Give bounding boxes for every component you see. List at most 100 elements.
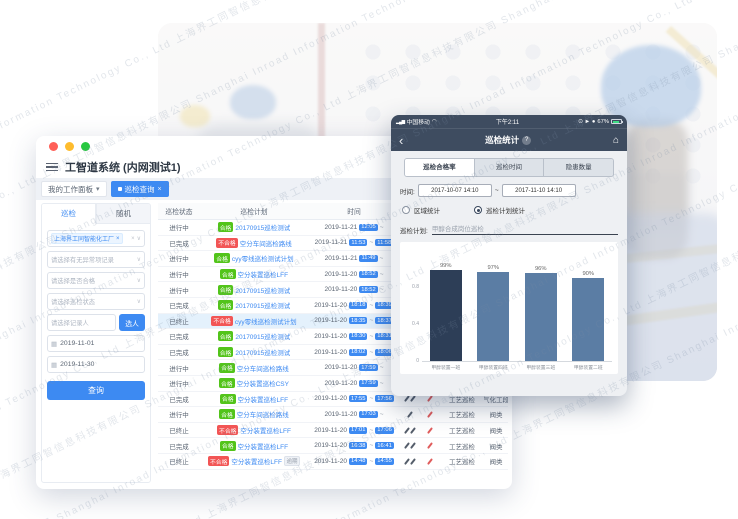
- close-traffic-light[interactable]: [49, 141, 58, 151]
- recorder-row: 请选择记录人 选人: [47, 314, 145, 331]
- signature-icon[interactable]: [427, 442, 433, 449]
- plan-link[interactable]: 空分车间巡检路线: [236, 365, 289, 373]
- plan-value-input[interactable]: 甲醇合成岗位巡检: [431, 223, 618, 235]
- table-row[interactable]: 已完成 合格 空分装置巡检LFF 2019-11-20 17:55 ~17:56 工艺巡检气…: [158, 392, 508, 408]
- sign-cell: [420, 411, 440, 418]
- signature-icon[interactable]: [427, 426, 433, 434]
- plan-link[interactable]: 20170915巡检测试: [235, 287, 291, 295]
- pencil-icon[interactable]: [410, 442, 416, 449]
- result-badge: 不合格: [217, 425, 239, 436]
- factory-multiselect[interactable]: 上海界工同智能化工厂 × × ∨: [47, 230, 145, 247]
- column-header: 巡检计划: [240, 209, 268, 216]
- plan-link[interactable]: 20170915巡检测试: [235, 303, 291, 311]
- search-button[interactable]: 查询: [47, 381, 145, 400]
- tilde-separator: ~: [369, 348, 374, 356]
- area-cell: 阀类: [489, 443, 503, 451]
- result-badge: 合格: [214, 253, 230, 264]
- plan-link[interactable]: 空分装置巡检LFF: [237, 443, 289, 451]
- table-row[interactable]: 已完成 合格 20170915巡检测试 2019-11-20 18:30 ~18:31: [158, 329, 508, 345]
- pencil-icon[interactable]: [404, 457, 410, 465]
- date-from-value: 2019-11-01: [60, 340, 95, 347]
- plan-link[interactable]: 空分装置巡检LFF: [237, 272, 289, 280]
- table-row[interactable]: 已终止 不合格 空分装置巡检LFF 逾期 2019-11-20 14:48 ~14:55 工艺…: [158, 454, 508, 470]
- filter-select-2[interactable]: 请选择巡检状态 ∨: [47, 293, 145, 310]
- signature-icon[interactable]: [427, 395, 433, 403]
- minimize-traffic-light[interactable]: [65, 141, 74, 151]
- plan-link[interactable]: cyy零线巡检测试计划: [231, 256, 294, 264]
- pencil-icon[interactable]: [404, 395, 410, 403]
- table-row[interactable]: 进行中 合格 空分装置巡检LFF 2019-11-20 18:52 ~: [158, 267, 508, 283]
- table-row[interactable]: 已完成 合格 20170915巡检测试 2019-11-20 18:18 ~18:39: [158, 298, 508, 314]
- x-tick-label: 甲醇装置四班: [478, 366, 508, 371]
- sidebar-tab-随机[interactable]: 随机: [96, 204, 150, 224]
- tilde-separator: ~: [379, 254, 384, 262]
- plan-link[interactable]: 空分装置巡检LFF: [237, 396, 289, 404]
- area-cell: 气化工段: [484, 396, 508, 404]
- filter-select-1[interactable]: 请选择是否合格 ∨: [47, 272, 145, 289]
- tilde-separator: ~: [379, 270, 384, 278]
- table-row[interactable]: 已完成 合格 空分装置巡检LFF 2019-11-20 16:38 ~16:41 工艺巡检阀…: [158, 438, 508, 454]
- pencil-icon[interactable]: [407, 411, 413, 418]
- plan-link[interactable]: 空分车间巡检路线: [239, 240, 292, 248]
- maximize-traffic-light[interactable]: [81, 141, 90, 151]
- pencil-icon[interactable]: [410, 457, 416, 465]
- back-icon[interactable]: ‹: [399, 132, 404, 148]
- table-row[interactable]: 进行中 合格 空分车间巡检路线 2019-11-20 17:03 ~ 工艺巡检 阀类: [158, 407, 508, 423]
- time-to-input[interactable]: 2017-11-10 14:10: [501, 184, 576, 197]
- menu-icon[interactable]: [46, 161, 58, 174]
- date-text: 2019-11-20: [324, 410, 358, 418]
- plan-link[interactable]: 空分车间巡检路线: [236, 412, 289, 420]
- chip-close-icon[interactable]: ×: [116, 235, 120, 242]
- bar[interactable]: [572, 278, 605, 361]
- table-row[interactable]: 已完成 不合格 空分车间巡检路线 2019-11-21 11:53 ~11:58: [158, 236, 508, 252]
- sidebar-tabs: 巡检 随机: [42, 204, 150, 224]
- info-badge-icon[interactable]: ?: [522, 135, 532, 145]
- segment-巡检时间[interactable]: 巡检时间: [473, 159, 544, 176]
- filter-select-0[interactable]: 请选择有无异常项记录 ∨: [47, 251, 145, 268]
- table-row[interactable]: 进行中 合格 空分车间巡检路线 2019-11-20 17:59 ~: [158, 360, 508, 376]
- table-row[interactable]: 进行中 合格 20170915巡检测试 2019-11-20 18:52 ~: [158, 282, 508, 298]
- area-cell: 阀类: [489, 412, 503, 420]
- tab-close-icon[interactable]: ×: [157, 185, 162, 193]
- bar[interactable]: [524, 272, 557, 361]
- workspace-tab-我的工作面板[interactable]: 我的工作面板 ▾: [41, 181, 107, 197]
- pencil-icon[interactable]: [404, 442, 410, 449]
- signature-icon[interactable]: [427, 411, 433, 418]
- select-placeholder: 请选择巡检状态: [51, 299, 96, 306]
- plan-cell: 合格 20170915巡检测试: [200, 300, 308, 311]
- main-content: 巡检 随机 上海界工同智能化工厂 × × ∨ 请选择有无异常项记录 ∨ 请选择是否合格…: [36, 200, 512, 489]
- plan-link[interactable]: 空分装置巡检CSY: [236, 381, 289, 389]
- table-row[interactable]: 进行中 合格 cyy零线巡检测试计划 2019-11-21 11:49 ~: [158, 251, 508, 267]
- start-time-chip: 17:01: [348, 426, 368, 434]
- plan-link[interactable]: 空分装置巡检LFF: [240, 428, 291, 436]
- sidebar-tab-巡检[interactable]: 巡检: [42, 204, 96, 224]
- table-row[interactable]: 进行中 合格 20170915巡检测试 2019-11-21 12:05 ~: [158, 220, 508, 236]
- table-row[interactable]: 已终止 不合格 空分装置巡检LFF 2019-11-20 17:01 ~17:06 工艺巡检…: [158, 423, 508, 439]
- segment-隐患数量[interactable]: 隐患数量: [543, 159, 613, 176]
- pencil-icon[interactable]: [404, 426, 410, 434]
- bar[interactable]: [429, 269, 462, 361]
- home-icon[interactable]: ⌂: [612, 134, 619, 146]
- segment-巡检合格率[interactable]: 巡检合格率: [405, 159, 474, 176]
- start-time-chip: 11:49: [359, 254, 378, 262]
- pencil-icon[interactable]: [410, 395, 416, 403]
- clear-icon[interactable]: ×: [131, 235, 135, 242]
- table-row[interactable]: 已完成 合格 20170915巡检测试 2019-11-20 18:02 ~18:06: [158, 345, 508, 361]
- plan-link[interactable]: 20170915巡检测试: [235, 334, 291, 342]
- time-from-input[interactable]: 2017-10-07 14:10: [417, 184, 492, 197]
- signature-icon[interactable]: [427, 457, 433, 465]
- date-from-field[interactable]: ▦ 2019-11-01: [47, 335, 145, 352]
- plan-link[interactable]: 空分装置巡检LFF: [231, 459, 282, 467]
- pick-person-button[interactable]: 选人: [119, 314, 145, 331]
- plan-link[interactable]: 20170915巡检测试: [235, 225, 291, 233]
- recorder-select[interactable]: 请选择记录人: [47, 314, 116, 331]
- date-to-field[interactable]: ▦ 2019-11-30: [47, 356, 145, 373]
- plan-link[interactable]: 20170915巡检测试: [235, 350, 291, 358]
- chevron-down-icon[interactable]: ▾: [96, 186, 100, 193]
- radio-巡检计划统计[interactable]: 巡检计划统计: [474, 205, 525, 215]
- workspace-tab-巡检查询[interactable]: 巡检查询 ×: [110, 181, 169, 197]
- radio-区域统计[interactable]: 区域统计: [402, 205, 440, 215]
- pencil-icon[interactable]: [410, 426, 416, 434]
- bar[interactable]: [477, 271, 510, 361]
- plan-link[interactable]: cyy零线巡检测试计划: [234, 318, 297, 326]
